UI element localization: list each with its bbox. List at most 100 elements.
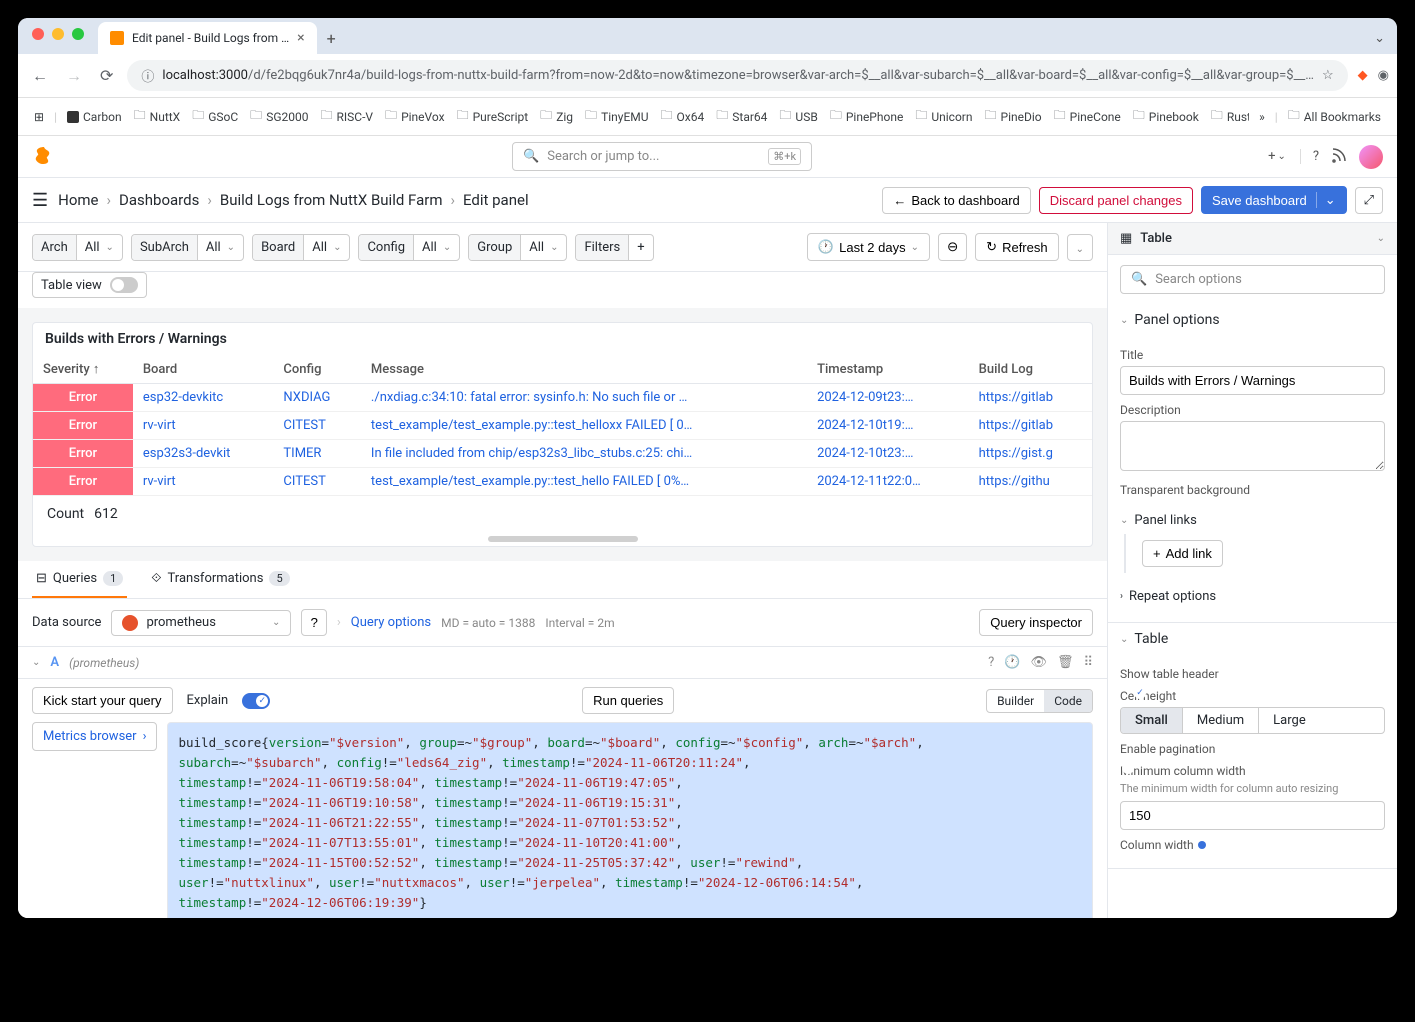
extension-icon[interactable]: ◆ xyxy=(1358,68,1368,83)
back-to-dashboard-button[interactable]: ← Back to dashboard xyxy=(882,187,1030,214)
tab-transformations[interactable]: ⟐ Transformations 5 xyxy=(147,561,293,598)
panel-description-input[interactable] xyxy=(1120,421,1385,471)
query-delete-icon[interactable]: 🗑 xyxy=(1057,655,1074,670)
bookmarks-overflow-icon[interactable]: » xyxy=(1253,106,1271,128)
cell-height-option[interactable]: Small xyxy=(1121,708,1183,733)
viz-type-picker[interactable]: ▦ Table ⌄ xyxy=(1108,223,1397,255)
datasource-picker[interactable]: prometheus ⌄ xyxy=(111,610,291,636)
bookmark-item[interactable]: Carbon xyxy=(61,102,128,131)
time-range-picker[interactable]: 🕐 Last 2 days ⌄ xyxy=(807,233,930,261)
zoom-out-icon[interactable]: ⊖ xyxy=(938,233,967,261)
bookmark-item[interactable]: 🗀 Star64 xyxy=(710,102,773,131)
tab-queries[interactable]: ⊟ Queries 1 xyxy=(32,561,127,598)
browser-tab[interactable]: Edit panel - Build Logs from … × xyxy=(98,22,317,54)
metrics-browser-button[interactable]: Metrics browser › xyxy=(32,722,157,751)
bookmark-item[interactable]: 🗀 Unicorn xyxy=(909,102,978,131)
bookmark-item[interactable]: 🗀 USB xyxy=(773,102,823,131)
window-minimize[interactable] xyxy=(52,28,64,40)
var-config[interactable]: ConfigAll⌄ xyxy=(358,234,460,261)
user-avatar[interactable] xyxy=(1359,145,1383,169)
table-options-header[interactable]: ⌄Table xyxy=(1108,623,1397,655)
forward-button[interactable]: → xyxy=(62,62,86,90)
close-tab-icon[interactable]: × xyxy=(297,30,304,46)
crumb-dashboard[interactable]: Build Logs from NuttX Build Farm xyxy=(220,191,443,209)
editor-mode-toggle[interactable]: Builder Code xyxy=(986,689,1093,713)
table-header-cell[interactable]: Timestamp xyxy=(807,355,969,384)
explain-switch[interactable] xyxy=(242,693,270,709)
var-arch[interactable]: ArchAll⌄ xyxy=(32,234,123,261)
extension-icon[interactable]: ◉ xyxy=(1378,68,1389,83)
cell-height-segmented[interactable]: SmallMediumLarge xyxy=(1120,707,1385,734)
query-history-icon[interactable]: 🕐 xyxy=(1004,655,1020,670)
back-button[interactable]: ← xyxy=(28,62,52,90)
bookmark-item[interactable]: 🗀 PineVox xyxy=(379,102,451,131)
bookmark-item[interactable]: 🗀 GSoC xyxy=(186,102,244,131)
apps-icon[interactable]: ⊞ xyxy=(28,106,50,128)
query-inspector-button[interactable]: Query inspector xyxy=(979,609,1093,636)
discard-button[interactable]: Discard panel changes xyxy=(1039,187,1193,214)
global-search[interactable]: 🔍 Search or jump to... ⌘+k xyxy=(512,142,812,171)
bookmark-item[interactable]: 🗀 TinyEMU xyxy=(579,102,654,131)
bookmark-item[interactable]: 🗀 Pinebook xyxy=(1127,102,1205,131)
panel-title-input[interactable] xyxy=(1120,366,1385,395)
datasource-settings-icon[interactable]: ? xyxy=(301,609,326,636)
bookmark-item[interactable]: 🗀 RISC-V xyxy=(314,102,379,131)
min-col-width-input[interactable] xyxy=(1120,801,1385,830)
builder-mode[interactable]: Builder xyxy=(987,690,1044,712)
url-bar[interactable]: ⓘ localhost:3000/d/fe2bqg6uk7nr4a/build-… xyxy=(127,60,1347,91)
table-header-cell[interactable]: Severity ↑ xyxy=(33,355,133,384)
options-search[interactable]: 🔍 Search options xyxy=(1120,265,1385,294)
run-queries-button[interactable]: Run queries xyxy=(582,687,674,714)
query-help-icon[interactable]: ? xyxy=(988,655,994,670)
horizontal-scrollbar[interactable] xyxy=(488,536,638,542)
bookmark-item[interactable]: 🗀 Zig xyxy=(534,102,579,131)
panel-links-header[interactable]: ⌄Panel links xyxy=(1120,507,1385,534)
bookmark-item[interactable]: 🗀 SG2000 xyxy=(244,102,314,131)
grafana-logo[interactable] xyxy=(32,145,56,169)
crumb-dashboards[interactable]: Dashboards xyxy=(119,191,199,209)
query-toggle-icon[interactable]: 👁 xyxy=(1030,655,1047,670)
bookmark-item[interactable]: 🗀 NuttX xyxy=(128,102,187,131)
bookmark-item[interactable]: 🗀 Rust xyxy=(1205,102,1249,131)
new-tab-button[interactable]: + xyxy=(317,23,346,54)
table-view-toggle[interactable]: Table view xyxy=(32,272,147,298)
add-link-button[interactable]: + Add link xyxy=(1142,540,1223,567)
bookmark-item[interactable]: 🗀 PineDio xyxy=(979,102,1048,131)
query-options-link[interactable]: Query options xyxy=(351,615,431,630)
var-subarch[interactable]: SubArchAll⌄ xyxy=(131,234,244,261)
refresh-interval-picker[interactable]: ⌄ xyxy=(1067,234,1093,261)
site-info-icon[interactable]: ⓘ xyxy=(141,66,154,85)
panel-options-header[interactable]: ⌄Panel options xyxy=(1108,304,1397,336)
add-menu[interactable]: + ⌄ xyxy=(1268,149,1301,164)
tab-overflow-icon[interactable]: ⌄ xyxy=(1362,25,1397,52)
crumb-home[interactable]: Home xyxy=(58,191,98,209)
collapse-query-icon[interactable]: ⌄ xyxy=(32,657,40,668)
bookmark-item[interactable]: 🗀 Ox64 xyxy=(655,102,711,131)
table-header-cell[interactable]: Config xyxy=(273,355,361,384)
filters[interactable]: Filters+ xyxy=(575,234,653,261)
news-icon[interactable] xyxy=(1331,147,1347,167)
expand-icon[interactable]: ⤢ xyxy=(1355,187,1383,214)
query-editor[interactable]: build_score{version="$version", group=~"… xyxy=(167,722,1093,918)
menu-toggle-icon[interactable]: ☰ xyxy=(32,190,48,211)
reload-button[interactable]: ⟳ xyxy=(96,62,117,89)
bookmark-item[interactable]: 🗀 PureScript xyxy=(451,102,535,131)
table-header-cell[interactable]: Build Log xyxy=(969,355,1092,384)
bookmark-item[interactable]: 🗀 PinePhone xyxy=(824,102,910,131)
cell-height-option[interactable]: Large xyxy=(1259,708,1320,733)
code-mode[interactable]: Code xyxy=(1044,690,1092,712)
var-board[interactable]: BoardAll⌄ xyxy=(252,234,350,261)
refresh-button[interactable]: ↻ Refresh xyxy=(975,233,1058,261)
table-view-switch[interactable] xyxy=(110,277,138,293)
cell-height-option[interactable]: Medium xyxy=(1183,708,1259,733)
bookmark-star-icon[interactable]: ☆ xyxy=(1322,68,1334,83)
table-header-cell[interactable]: Board xyxy=(133,355,274,384)
all-bookmarks[interactable]: 🗀 All Bookmarks xyxy=(1282,102,1387,131)
help-icon[interactable]: ? xyxy=(1313,149,1319,164)
window-maximize[interactable] xyxy=(72,28,84,40)
kickstart-button[interactable]: Kick start your query xyxy=(32,687,173,714)
window-close[interactable] xyxy=(32,28,44,40)
table-header-cell[interactable]: Message xyxy=(361,355,807,384)
var-group[interactable]: GroupAll⌄ xyxy=(468,234,567,261)
query-drag-icon[interactable]: ⠿ xyxy=(1083,655,1093,670)
